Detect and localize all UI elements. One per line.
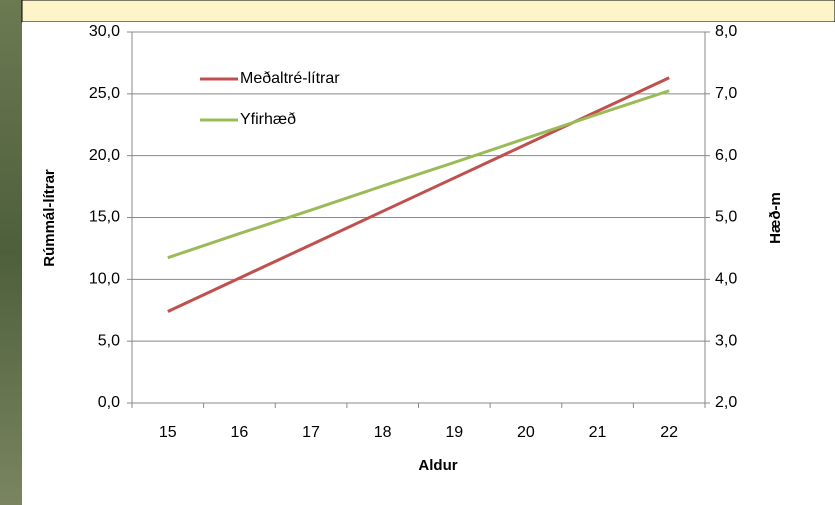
- y2-axis-label: Hæð-m: [767, 192, 784, 244]
- y-tick-label: 5,0: [98, 332, 120, 349]
- x-tick-label: 16: [231, 424, 249, 441]
- x-tick-label: 17: [302, 424, 320, 441]
- chart-area: [22, 22, 835, 505]
- x-tick-label: 20: [517, 424, 535, 441]
- y2-tick-label: 5,0: [715, 209, 737, 226]
- y2-tick-label: 4,0: [715, 271, 737, 288]
- legend-label: Yfirhæð: [240, 111, 296, 128]
- y-axis-label: Rúmmál-lítrar: [41, 169, 58, 267]
- x-tick-label: 15: [159, 424, 177, 441]
- page: Aldur Rúmmál-lítrar Hæð-m 0,0 5,0 10,0 15,0…: [0, 0, 835, 505]
- chart: Aldur Rúmmál-lítrar Hæð-m 0,0 5,0 10,0 15,0…: [0, 0, 835, 505]
- y-tick-label: 0,0: [98, 394, 120, 411]
- x-axis-label: Aldur: [418, 457, 457, 474]
- y-tick-label: 10,0: [89, 271, 120, 288]
- legend-label: Meðaltré-lítrar: [240, 70, 340, 87]
- x-tick-label: 21: [589, 424, 607, 441]
- y-tick-label: 25,0: [89, 85, 120, 102]
- y2-tick-label: 7,0: [715, 85, 737, 102]
- title-band: [22, 0, 835, 22]
- y-tick-label: 30,0: [89, 23, 120, 40]
- y-tick-label: 20,0: [89, 147, 120, 164]
- y2-tick-label: 6,0: [715, 147, 737, 164]
- x-tick-label: 18: [374, 424, 392, 441]
- y-tick-label: 15,0: [89, 209, 120, 226]
- x-tick-label: 22: [660, 424, 678, 441]
- y2-tick-label: 8,0: [715, 23, 737, 40]
- x-tick-label: 19: [445, 424, 463, 441]
- y2-tick-label: 2,0: [715, 394, 737, 411]
- y2-tick-label: 3,0: [715, 332, 737, 349]
